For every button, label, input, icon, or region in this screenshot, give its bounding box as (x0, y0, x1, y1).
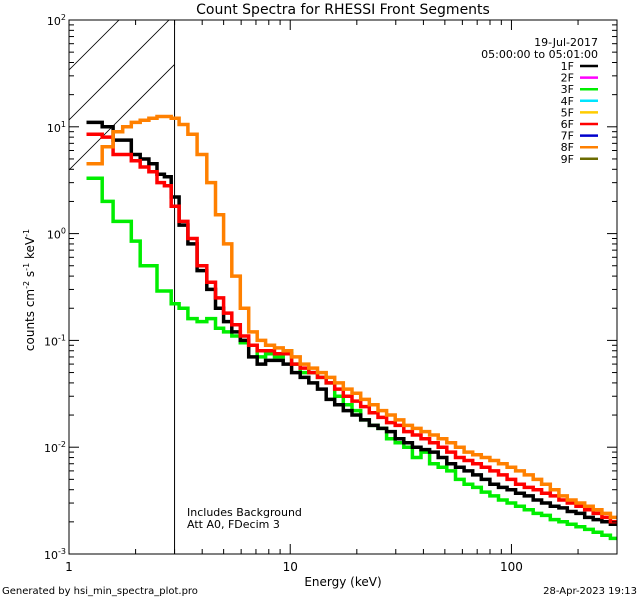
series-8f (86, 114, 617, 520)
legend-label-4f: 4F (561, 95, 574, 108)
y-tick-label: 10-3 (44, 547, 66, 562)
legend-label-8f: 8F (561, 141, 574, 154)
footer-generated-by: Generated by hsi_min_spectra_plot.pro (2, 586, 198, 597)
time-range-label: 05:00:00 to 05:01:00 (481, 48, 598, 61)
y-tick-label: 100 (47, 227, 66, 242)
legend-label-3f: 3F (561, 83, 574, 96)
y-tick-label: 102 (47, 13, 66, 28)
x-axis-label: Energy (keV) (304, 575, 381, 589)
series-3f (86, 176, 617, 541)
x-tick-label: 10 (283, 560, 298, 574)
y-axis-label: counts cm-2 s-1 keV-1 (22, 229, 37, 351)
legend-label-9f: 9F (561, 153, 574, 166)
y-tick-label: 101 (47, 120, 66, 135)
legend-label-1f: 1F (561, 60, 574, 73)
series-6f (86, 132, 617, 524)
x-tick-label: 100 (500, 560, 523, 574)
date-label: 19-Jul-2017 (534, 36, 598, 49)
legend-label-7f: 7F (561, 130, 574, 143)
excluded-energy-hatch (69, 20, 176, 554)
legend-label-5f: 5F (561, 106, 574, 119)
annotation-attenuator: Att A0, FDecim 3 (187, 518, 280, 531)
hatch-lines (69, 20, 175, 171)
series-1f (86, 120, 617, 526)
legend-label-2f: 2F (561, 72, 574, 85)
plot-frame (68, 19, 618, 555)
annotation-background: Includes Background (187, 506, 302, 519)
footer-timestamp: 28-Apr-2023 19:13 (543, 586, 637, 597)
y-tick-label: 10-1 (44, 333, 66, 348)
legend-label-6f: 6F (561, 118, 574, 131)
chart-title: Count Spectra for RHESSI Front Segments (196, 2, 490, 18)
x-tick-label: 1 (65, 560, 73, 574)
y-tick-label: 10-2 (44, 440, 66, 455)
